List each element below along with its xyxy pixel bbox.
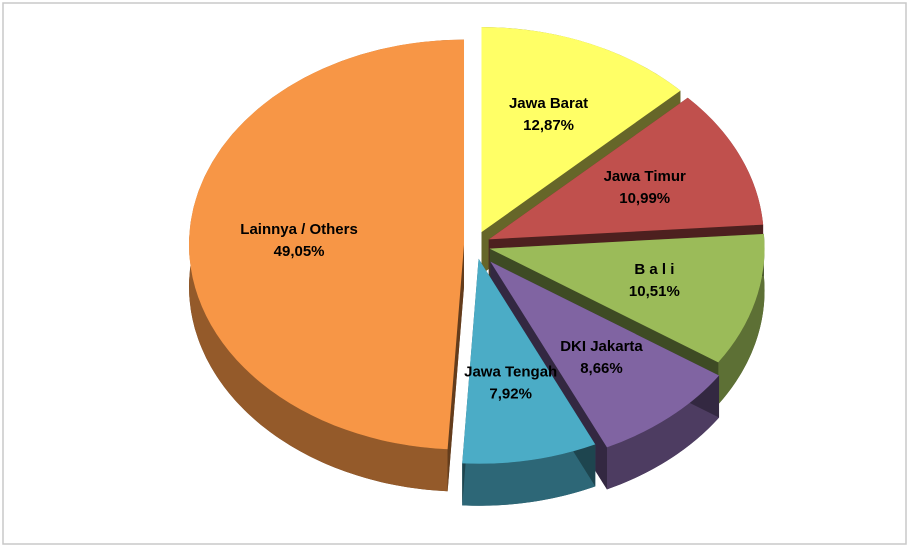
slice-side — [606, 375, 720, 490]
slice — [489, 233, 765, 363]
slice — [481, 27, 681, 233]
slice-side — [447, 244, 465, 492]
slice-label: DKI Jakarta — [560, 338, 643, 355]
slice-value: 49,05% — [274, 243, 325, 260]
slice — [490, 261, 720, 448]
slice-label: Jawa Tengah — [464, 364, 557, 381]
slice-value: 10,51% — [629, 283, 680, 300]
slice-value: 10,99% — [619, 190, 670, 207]
slice-tops — [189, 27, 765, 464]
slice-label: B a l i — [634, 261, 674, 278]
slice-side — [718, 233, 765, 405]
slice-value: 12,87% — [523, 117, 574, 134]
slice — [189, 39, 465, 450]
slice-labels: Jawa Barat 12,87% Jawa Timur 10,99% B a l i 1… — [240, 95, 686, 402]
slice-label: Jawa Timur — [604, 168, 686, 185]
slice-label: Jawa Barat — [509, 95, 588, 112]
slice — [488, 97, 764, 240]
slice — [462, 258, 596, 464]
slice-side — [462, 444, 596, 506]
slice-value: 8,66% — [580, 360, 623, 377]
slice-label: Lainnya / Others — [240, 221, 358, 238]
slice-value: 7,92% — [489, 386, 532, 403]
